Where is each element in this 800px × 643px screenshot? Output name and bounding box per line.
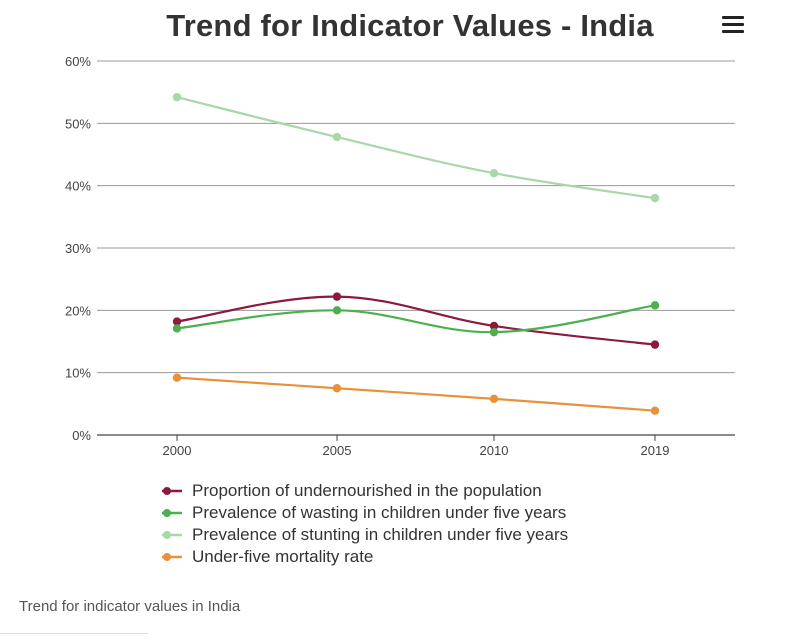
chart-container: Trend for Indicator Values - India 0% 10%… bbox=[64, 8, 744, 568]
data-point bbox=[489, 169, 499, 178]
series-line bbox=[176, 295, 656, 346]
data-point bbox=[650, 301, 660, 310]
legend-symbol bbox=[162, 487, 182, 495]
legend-label: Prevalence of wasting in children under … bbox=[192, 503, 567, 522]
data-point bbox=[172, 373, 182, 382]
legend-item[interactable]: Proportion of undernourished in the popu… bbox=[160, 480, 568, 502]
legend-marker bbox=[163, 531, 171, 539]
data-point bbox=[650, 340, 660, 349]
legend-item[interactable]: Prevalence of wasting in children under … bbox=[160, 502, 568, 524]
legend-marker bbox=[163, 553, 171, 561]
data-point bbox=[650, 193, 660, 203]
data-point bbox=[332, 292, 342, 301]
data-point bbox=[332, 132, 342, 142]
series-line bbox=[176, 96, 656, 200]
chart-title: Trend for Indicator Values - India bbox=[166, 8, 654, 43]
y-tick-label: 20% bbox=[65, 303, 91, 318]
y-tick-label: 30% bbox=[65, 241, 91, 256]
chart-legend: Proportion of undernourished in the popu… bbox=[160, 480, 568, 568]
legend-symbol bbox=[162, 553, 182, 561]
y-tick-label: 0% bbox=[72, 428, 91, 443]
x-tick-label: 2000 bbox=[163, 443, 192, 458]
legend-symbol bbox=[162, 531, 182, 539]
data-point bbox=[489, 321, 499, 331]
series-line bbox=[176, 304, 656, 334]
data-point bbox=[172, 317, 182, 326]
data-point bbox=[650, 406, 660, 415]
data-point bbox=[332, 384, 342, 393]
data-point bbox=[332, 306, 342, 315]
figure-caption: Trend for indicator values in India bbox=[19, 598, 241, 615]
data-point bbox=[489, 394, 499, 404]
legend-label: Proportion of undernourished in the popu… bbox=[192, 481, 542, 500]
series-line bbox=[176, 376, 656, 412]
y-tick-label: 10% bbox=[65, 366, 91, 381]
legend-symbol bbox=[162, 509, 182, 517]
divider bbox=[0, 633, 148, 634]
legend-item[interactable]: Prevalence of stunting in children under… bbox=[160, 524, 568, 546]
data-point bbox=[172, 324, 182, 333]
data-point bbox=[489, 327, 499, 337]
line-chart: 0% 10% 20% 30% 40% 50% 60% 2000 2005 2010 2019 bbox=[65, 54, 735, 458]
legend-label: Under-five mortality rate bbox=[192, 547, 374, 566]
x-tick-label: 2019 bbox=[641, 443, 670, 458]
y-tick-label: 50% bbox=[65, 116, 91, 131]
hamburger-menu-icon[interactable] bbox=[722, 16, 744, 36]
legend-marker bbox=[163, 509, 171, 517]
legend-label: Prevalence of stunting in children under… bbox=[192, 525, 569, 544]
legend-item[interactable]: Under-five mortality rate bbox=[160, 546, 568, 568]
data-point bbox=[172, 92, 182, 102]
y-tick-label: 60% bbox=[65, 54, 91, 69]
y-tick-label: 40% bbox=[65, 179, 91, 194]
legend-marker bbox=[163, 487, 171, 495]
x-tick-label: 2005 bbox=[323, 443, 352, 458]
x-tick-label: 2010 bbox=[480, 443, 509, 458]
